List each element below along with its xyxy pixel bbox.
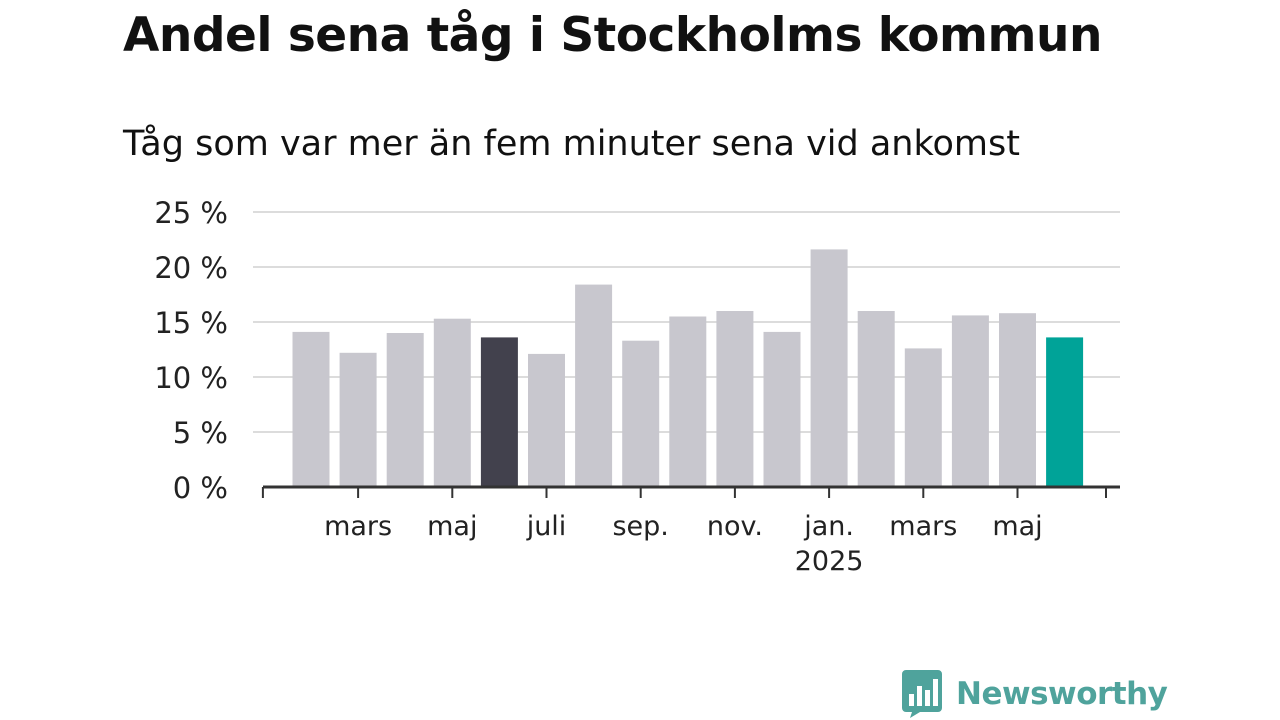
bar <box>669 316 707 487</box>
bar <box>622 340 660 487</box>
x-tick-label: juli <box>526 511 567 542</box>
bar <box>292 331 330 487</box>
bar <box>433 318 471 487</box>
bar-chart-bubble-icon <box>902 670 942 718</box>
x-axis <box>261 485 1120 498</box>
brand-name: Newsworthy <box>956 676 1168 712</box>
bar <box>339 352 377 487</box>
bar <box>763 331 801 487</box>
bar <box>575 284 613 487</box>
y-tick-label: 25 % <box>154 196 228 230</box>
bars <box>292 249 1084 487</box>
bar <box>1046 337 1084 487</box>
y-tick-label: 5 % <box>173 416 228 450</box>
newsworthy-logo: Newsworthy <box>902 670 1168 718</box>
x-tick-label: nov. <box>707 511 763 542</box>
y-tick-label: 20 % <box>154 251 228 285</box>
x-tick-label: maj <box>427 511 477 542</box>
x-tick-label: maj <box>992 511 1042 542</box>
x-axis-tick-labels: mars maj juli sep. nov. jan. 2025 mars maj <box>324 511 1043 577</box>
y-tick-label: 0 % <box>173 471 228 505</box>
bar <box>716 311 754 487</box>
bar <box>904 348 942 487</box>
bar <box>528 353 565 487</box>
y-tick-label: 10 % <box>154 361 228 395</box>
x-tick-label: mars <box>324 511 392 542</box>
x-tick-sublabel: 2025 <box>795 546 864 577</box>
bar <box>951 315 989 487</box>
chart-subtitle: Tåg som var mer än fem minuter sena vid … <box>123 124 1020 164</box>
x-tick-label: jan. <box>803 511 854 542</box>
bar <box>386 333 424 487</box>
x-tick-label: sep. <box>612 511 668 542</box>
chart-title: Andel sena tåg i Stockholms kommun <box>123 8 1102 63</box>
bar <box>999 313 1036 487</box>
x-tick-label: mars <box>889 511 957 542</box>
bar-chart: 0 % 5 % 10 % 15 % 20 % 25 % mars maj juli sep. no… <box>154 196 1120 577</box>
bar <box>857 311 895 487</box>
bar <box>480 337 518 487</box>
bar <box>810 249 848 487</box>
y-axis-tick-labels: 0 % 5 % 10 % 15 % 20 % 25 % <box>154 196 228 505</box>
y-tick-label: 15 % <box>154 306 228 340</box>
